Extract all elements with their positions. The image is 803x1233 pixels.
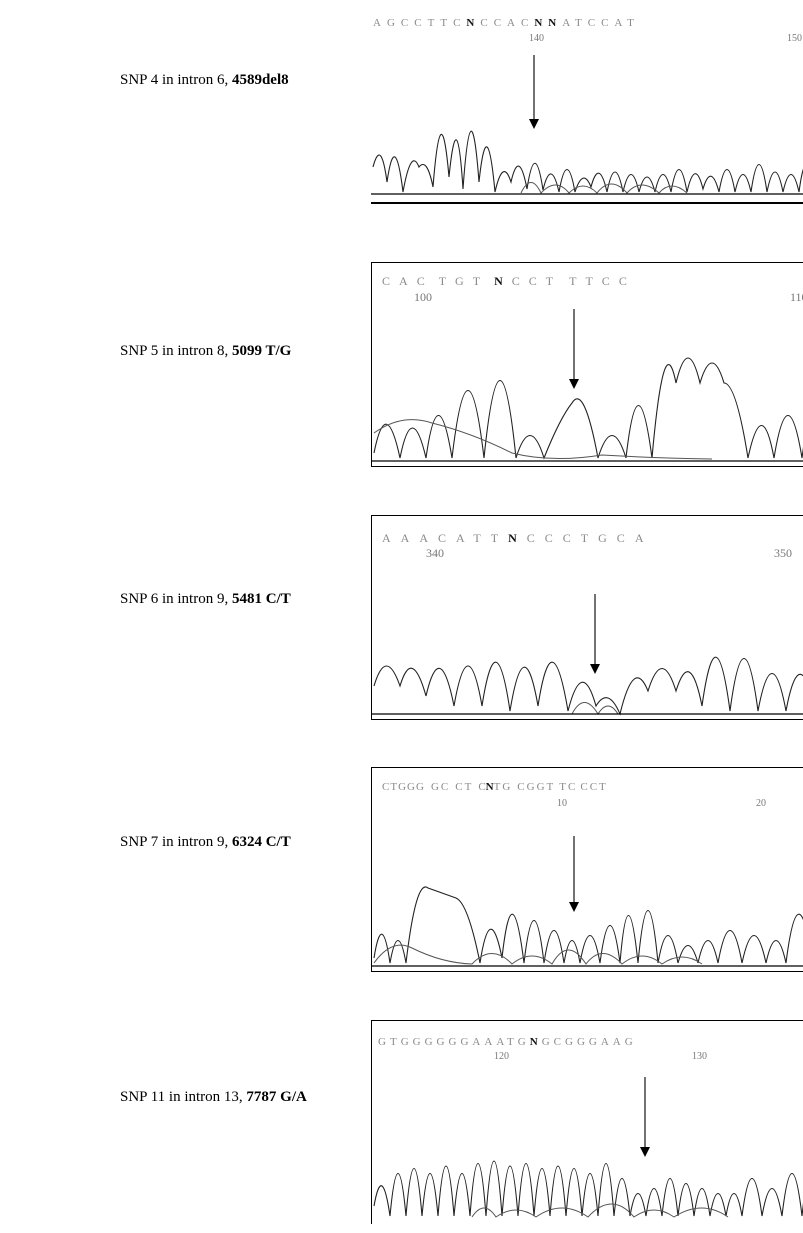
arrow-head-snp-4	[529, 119, 539, 129]
trace-snp-6	[373, 656, 803, 716]
position-label-snp-11-a: 120	[494, 1051, 509, 1062]
trace-snp-5	[373, 357, 803, 460]
position-label-snp-11-b: 130	[692, 1051, 707, 1062]
snp-6-label: SNP 6 in intron 9, 5481 C/T	[120, 591, 291, 608]
snp-7-label: SNP 7 in intron 9, 6324 C/T	[120, 834, 291, 851]
position-label-snp-5-b: 110	[790, 290, 803, 304]
position-label-snp-4-b: 150	[787, 33, 802, 44]
snp-11-label: SNP 11 in intron 13, 7787 G/A	[120, 1089, 307, 1106]
trace-snp-11	[373, 1160, 803, 1217]
arrow-head-snp-5	[569, 379, 579, 389]
arrow-head-snp-6	[590, 664, 600, 674]
snp-6-variant: 5481 C/T	[231, 591, 291, 607]
sequence-snp-7: CTGGG G C C T CNT G C G G T T C C C T	[382, 781, 606, 793]
snp-5-label: SNP 5 in intron 8, 5099 T/G	[120, 343, 291, 360]
position-label-snp-5-a: 100	[414, 290, 432, 304]
arrow-head-snp-11	[640, 1147, 650, 1157]
snp-4-label: SNP 4 in intron 6, 4589del8	[120, 72, 289, 89]
snp-5-label-text: SNP 5 in intron 8,	[120, 343, 232, 359]
position-label-snp-6-b: 350	[774, 546, 792, 560]
position-label-snp-6-a: 340	[426, 546, 444, 560]
trace-secondary-snp-11	[471, 1203, 729, 1218]
snp-5-variant: 5099 T/G	[231, 343, 292, 359]
trace-snp-4	[372, 130, 803, 193]
snp-4-variant: 4589del8	[231, 72, 289, 88]
trace-secondary-snp-4	[520, 182, 688, 194]
chromatogram-snp-7: CTGGG G C C T CNT G C G G T T C C C T 10 20	[371, 767, 803, 972]
snp-11-label-text: SNP 11 in intron 13,	[120, 1089, 247, 1105]
position-label-snp-4-a: 140	[529, 33, 544, 44]
position-label-snp-7-a: 10	[557, 798, 567, 809]
snp-11-variant: 7787 G/A	[246, 1089, 307, 1105]
trace-snp-7	[373, 886, 803, 964]
snp-7-variant: 6324 C/T	[231, 834, 291, 850]
trace-secondary-snp-5	[373, 419, 713, 460]
snp-6-label-text: SNP 6 in intron 9,	[120, 591, 232, 607]
snp-7-label-text: SNP 7 in intron 9,	[120, 834, 232, 850]
arrow-head-snp-7	[569, 902, 579, 912]
trace-secondary-snp-7	[373, 944, 703, 965]
position-label-snp-7-b: 20	[756, 798, 766, 809]
snp-4-label-text: SNP 4 in intron 6,	[120, 72, 232, 88]
